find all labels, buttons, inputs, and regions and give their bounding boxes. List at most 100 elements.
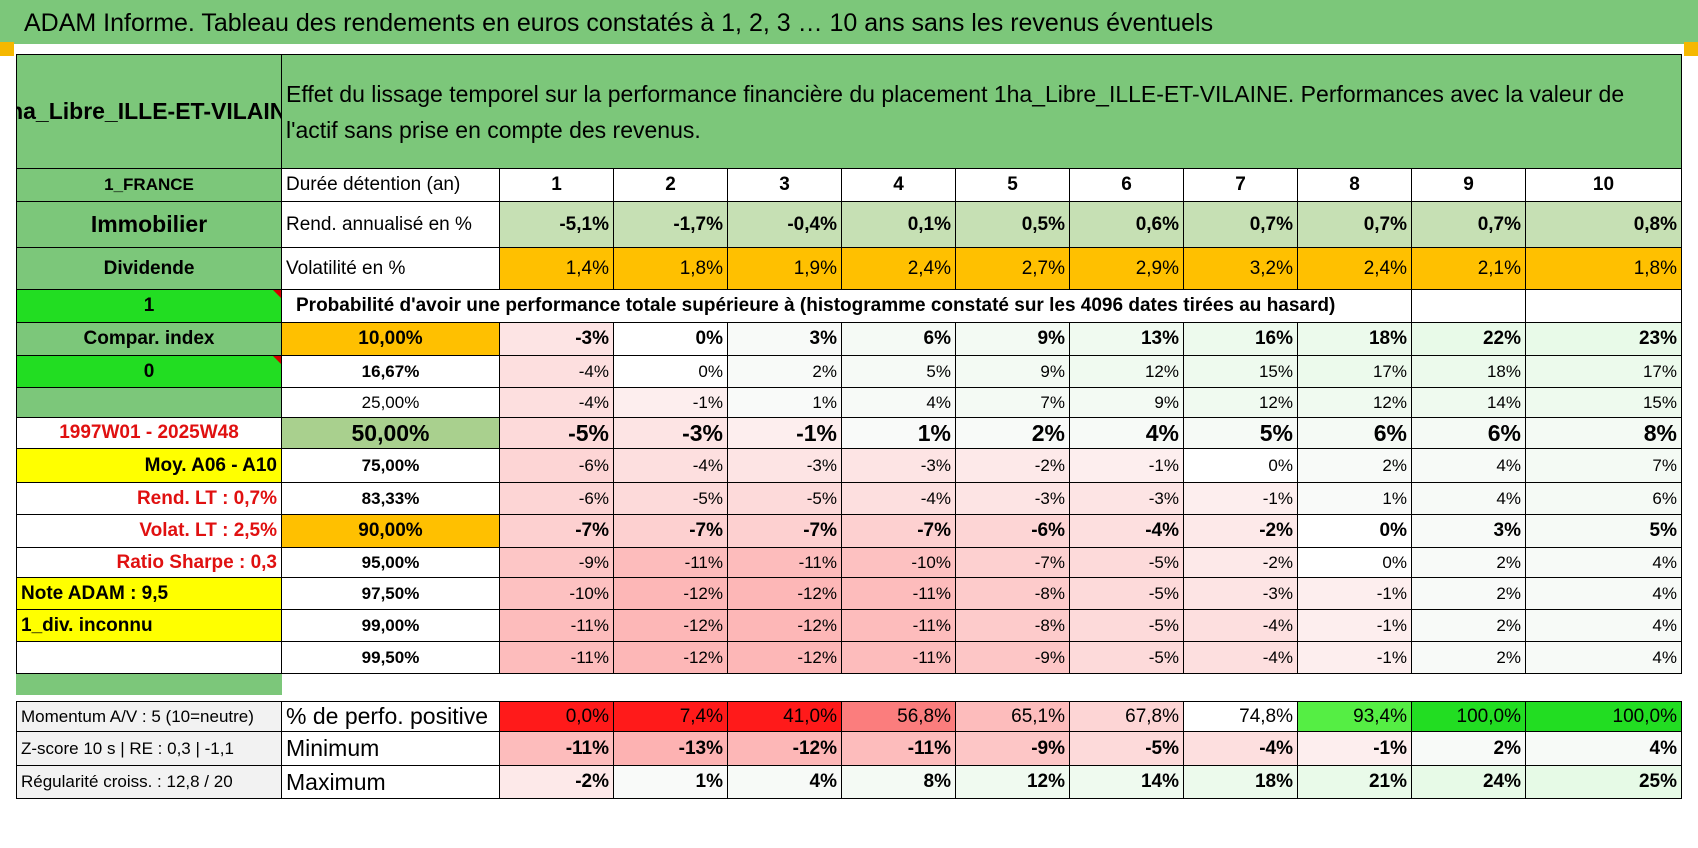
percentile-value: 12% [1184,388,1298,418]
comment-marker [273,290,281,298]
minimum-value: -9% [956,732,1070,766]
percentile-label: 83,33% [282,483,500,515]
percentile-value: 2% [1412,642,1526,674]
percentile-value: -11% [728,548,842,578]
asset-name: 1ha_Libre_ILLE-ET-VILAINE [16,54,282,169]
percentile-value: -12% [728,610,842,642]
percentile-value: -11% [500,610,614,642]
percentile-value: -4% [500,388,614,418]
percentile-value: 12% [1070,356,1184,388]
positive-performance-value: 74,8% [1184,701,1298,732]
minimum-value: -13% [614,732,728,766]
percentile-value: 4% [1412,449,1526,483]
percentile-value: 6% [1412,418,1526,449]
percentile-value: 15% [1184,356,1298,388]
percentile-value: 17% [1526,356,1682,388]
percentile-value: 0% [1184,449,1298,483]
percentile-value: -11% [614,548,728,578]
maximum-value: 1% [614,766,728,799]
percentile-value: 15% [1526,388,1682,418]
percentile-value: 8% [1526,418,1682,449]
percentile-value: -10% [842,548,956,578]
percentile-value: -3% [842,449,956,483]
year-header: 9 [1412,169,1526,202]
year-header: 3 [728,169,842,202]
percentile-value: -5% [1070,610,1184,642]
sharpe-ratio-label: Ratio Sharpe : 0,3 [16,548,282,578]
maximum-value: 14% [1070,766,1184,799]
volatility-value: 1,8% [614,248,728,290]
percentile-label: 99,00% [282,610,500,642]
maximum-value: 8% [842,766,956,799]
percentile-value: -5% [1070,578,1184,610]
percentile-value: -7% [500,515,614,548]
percentile-value: -3% [728,449,842,483]
percentile-value: -7% [614,515,728,548]
percentile-value: 4% [1526,610,1682,642]
percentile-value: 2% [1298,449,1412,483]
percentile-value: -6% [956,515,1070,548]
year-header: 1 [500,169,614,202]
year-header: 7 [1184,169,1298,202]
minimum-value: -11% [842,732,956,766]
year-header: 4 [842,169,956,202]
minimum-label: Minimum [282,732,500,766]
volatility-value: 2,1% [1412,248,1526,290]
percentile-value: -10% [500,578,614,610]
percentile-value: 2% [1412,610,1526,642]
percentile-value: -6% [500,483,614,515]
percentile-value: 14% [1412,388,1526,418]
percentile-value: -2% [956,449,1070,483]
percentile-label: 90,00% [282,515,500,548]
percentile-value: -1% [614,388,728,418]
percentile-value: 9% [956,356,1070,388]
percentile-value: 0% [614,356,728,388]
percentile-value: -1% [1298,642,1412,674]
percentile-value: -1% [728,418,842,449]
percentile-value: -7% [842,515,956,548]
zscore-label: Z-score 10 s | RE : 0,3 | -1,1 [16,732,282,766]
percentile-value: 0% [1298,515,1412,548]
momentum-label: Momentum A/V : 5 (10=neutre) [16,701,282,732]
percentile-value: -12% [614,578,728,610]
positive-performance-value: 41,0% [728,701,842,732]
percentile-label: 50,00% [282,418,500,449]
percentile-value: -1% [1184,483,1298,515]
percentile-value: -5% [500,418,614,449]
average-label: Moy. A06 - A10 [16,449,282,483]
spacer-bar [16,674,282,695]
percentile-value: 6% [1298,418,1412,449]
percentile-value: 3% [1412,515,1526,548]
percentile-value: -8% [956,578,1070,610]
minimum-value: -12% [728,732,842,766]
percentile-value: 3% [728,323,842,356]
annualized-return-value: 0,7% [1412,202,1526,248]
annualized-return-label: Rend. annualisé en % [282,202,500,248]
percentile-value: -1% [1298,578,1412,610]
positive-performance-value: 100,0% [1412,701,1526,732]
year-header: 6 [1070,169,1184,202]
percentile-value: -5% [728,483,842,515]
indicator-zero: 0 [16,356,282,388]
maximum-value: 25% [1526,766,1682,799]
dividend-label: Dividende [16,248,282,290]
category-label: Immobilier [16,202,282,248]
empty-cell [16,642,282,674]
positive-performance-value: 56,8% [842,701,956,732]
percentile-value: -3% [1184,578,1298,610]
region-label: 1_FRANCE [16,169,282,202]
minimum-value: -4% [1184,732,1298,766]
percentile-value: 2% [728,356,842,388]
percentile-value: 0% [1298,548,1412,578]
percentile-value: -7% [956,548,1070,578]
minimum-value: 4% [1526,732,1682,766]
percentile-value: 2% [1412,548,1526,578]
annualized-return-value: 0,6% [1070,202,1184,248]
percentile-value: -3% [614,418,728,449]
percentile-value: -1% [1298,610,1412,642]
percentile-value: 2% [1412,578,1526,610]
volatility-label: Volatilité en % [282,248,500,290]
percentile-value: -4% [1184,642,1298,674]
positive-performance-label: % de perfo. positive [282,701,500,732]
percentile-value: -12% [728,642,842,674]
